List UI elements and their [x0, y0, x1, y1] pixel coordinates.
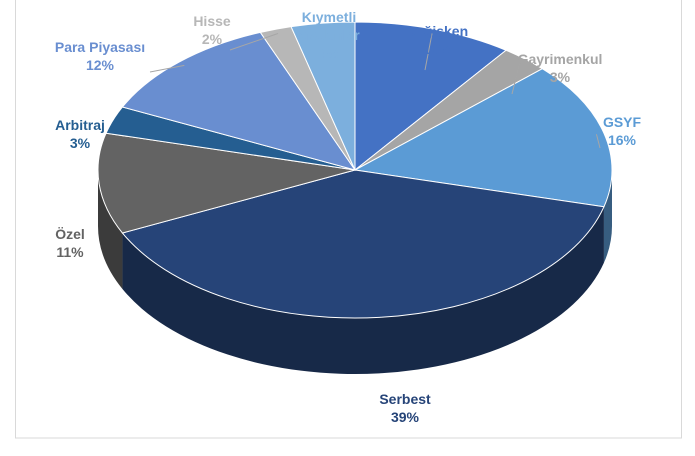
label-value: 3% — [549, 69, 571, 85]
label-value: 3% — [69, 135, 91, 151]
slice — [97, 132, 356, 234]
label-value: 4% — [318, 45, 340, 61]
label-name: Para Piyasası — [54, 39, 146, 55]
slice — [290, 21, 356, 171]
slice — [121, 31, 357, 171]
label-value: 39% — [390, 409, 420, 425]
leader-line — [511, 62, 521, 95]
slice — [121, 169, 605, 319]
label-value: 16% — [607, 132, 637, 148]
label-name: Hisse — [193, 13, 231, 29]
label-name: Özel — [55, 226, 85, 242]
label-value: 10% — [422, 41, 452, 57]
label-value: 2% — [201, 31, 223, 47]
slice-side — [603, 170, 612, 263]
slice — [353, 68, 613, 208]
label-name: GSYF — [602, 114, 642, 130]
label-name: Kıymetli Madenler — [298, 9, 360, 43]
slice-side — [98, 170, 123, 290]
label-value: 11% — [56, 244, 84, 260]
data-label: Gayrimenkul 3% — [518, 50, 603, 86]
data-label: Serbest 39% — [379, 390, 430, 426]
label-name: Arbitraj — [55, 117, 105, 133]
leader-line — [595, 134, 601, 149]
data-label: Değişken 10% — [406, 22, 468, 58]
data-label: Özel 11% — [55, 225, 85, 261]
label-name: Değişken — [405, 23, 469, 39]
slice-side — [122, 206, 604, 374]
leader-line — [229, 32, 279, 51]
leader-line — [149, 64, 185, 73]
label-value: 12% — [85, 57, 115, 73]
label-name: Gayrimenkul — [517, 51, 603, 67]
slice — [354, 21, 508, 172]
data-label: Para Piyasası 12% — [55, 38, 145, 74]
label-name: Serbest — [379, 391, 431, 407]
data-label: Hisse 2% — [193, 12, 230, 48]
data-label: Kıymetli Madenler 4% — [289, 8, 369, 62]
leader-line — [424, 33, 433, 71]
data-label: Arbitraj 3% — [55, 116, 105, 152]
data-label: GSYF 16% — [603, 113, 641, 149]
